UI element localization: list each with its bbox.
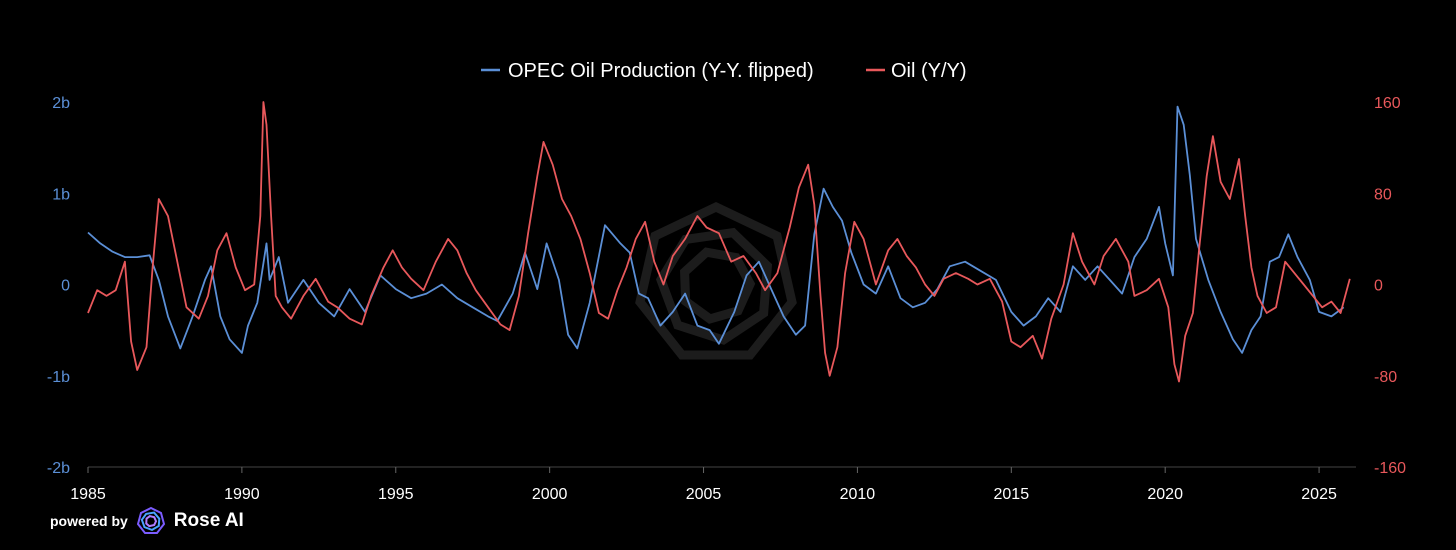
left-axis-tick-label: -1b: [47, 369, 70, 386]
rose-ai-logo-icon: [136, 506, 165, 534]
x-tick-label: 1985: [70, 486, 106, 503]
x-tick-label: 2025: [1301, 486, 1337, 503]
right-axis-tick-label: -160: [1374, 460, 1406, 477]
right-axis-tick-label: -80: [1374, 369, 1397, 386]
x-tick-label: 2015: [994, 486, 1030, 503]
x-tick-label: 2000: [532, 486, 568, 503]
x-tick-label: 1995: [378, 486, 414, 503]
series-line-oil-yy: [87, 101, 1351, 383]
legend-label-opec: OPEC Oil Production (Y-Y. flipped): [508, 60, 814, 82]
legend: OPEC Oil Production (Y-Y. flipped) Oil (…: [481, 60, 967, 82]
series-line-opec-production: [87, 105, 1345, 354]
right-axis-tick-label: 0: [1374, 278, 1383, 295]
left-axis-tick-label: 0: [61, 278, 70, 295]
right-axis-tick-label: 80: [1374, 186, 1392, 203]
left-axis-tick-label: 1b: [52, 186, 70, 203]
left-axis-tick-label: -2b: [47, 460, 70, 477]
x-tick-label: 2020: [1147, 486, 1183, 503]
footer: powered by Rose AI: [50, 503, 244, 539]
x-tick-label: 2005: [686, 486, 722, 503]
brand-name: Rose AI: [173, 510, 244, 531]
rose-ai-watermark-icon: [635, 202, 797, 360]
powered-by-label: powered by: [50, 513, 128, 529]
x-tick-label: 1990: [224, 486, 260, 503]
left-axis-tick-label: 2b: [52, 95, 70, 112]
right-axis-tick-label: 160: [1374, 95, 1401, 112]
x-tick-label: 2010: [840, 486, 876, 503]
legend-label-oil: Oil (Y/Y): [891, 60, 967, 82]
